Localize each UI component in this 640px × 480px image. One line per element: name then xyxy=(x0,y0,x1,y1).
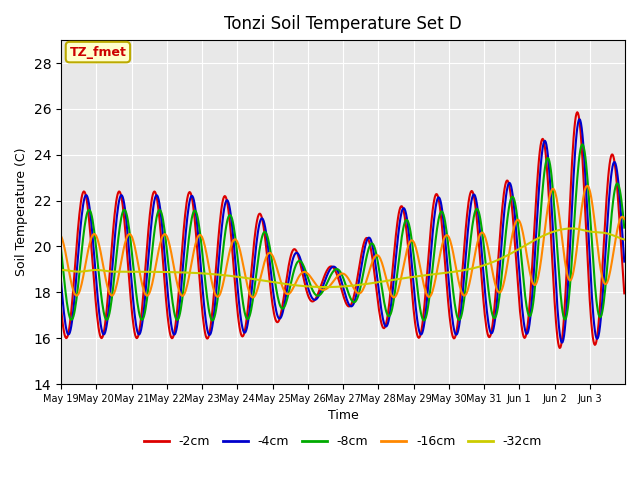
-32cm xyxy=(568,226,576,231)
X-axis label: Time: Time xyxy=(328,409,358,422)
Line: -8cm: -8cm xyxy=(61,144,624,321)
-32cm xyxy=(620,237,628,242)
-2cm xyxy=(124,251,131,256)
-32cm xyxy=(401,275,409,281)
Line: -32cm: -32cm xyxy=(61,228,624,287)
Line: -4cm: -4cm xyxy=(61,119,624,343)
-2cm xyxy=(433,191,440,197)
Y-axis label: Soil Temperature (C): Soil Temperature (C) xyxy=(15,148,28,276)
-4cm xyxy=(255,225,262,231)
-8cm xyxy=(433,226,441,232)
Line: -2cm: -2cm xyxy=(61,112,624,348)
-4cm xyxy=(57,278,65,284)
-4cm xyxy=(575,116,583,122)
-2cm xyxy=(401,214,408,220)
-2cm xyxy=(276,315,284,321)
-2cm xyxy=(620,290,628,296)
-16cm xyxy=(227,245,234,251)
-8cm xyxy=(579,142,586,147)
-4cm xyxy=(227,211,234,217)
-16cm xyxy=(620,216,628,222)
-2cm xyxy=(556,345,563,351)
-32cm xyxy=(276,280,284,286)
-32cm xyxy=(321,284,329,290)
-2cm xyxy=(57,305,65,311)
-2cm xyxy=(255,212,262,218)
Title: Tonzi Soil Temperature Set D: Tonzi Soil Temperature Set D xyxy=(224,15,462,33)
-4cm xyxy=(401,206,408,212)
-8cm xyxy=(420,318,428,324)
-8cm xyxy=(255,253,262,259)
-32cm xyxy=(433,271,441,277)
Legend: -2cm, -4cm, -8cm, -16cm, -32cm: -2cm, -4cm, -8cm, -16cm, -32cm xyxy=(139,431,547,454)
-8cm xyxy=(620,225,628,230)
-16cm xyxy=(255,280,263,286)
-4cm xyxy=(124,226,131,231)
-8cm xyxy=(401,220,408,226)
Line: -16cm: -16cm xyxy=(61,186,624,298)
-8cm xyxy=(227,213,234,218)
-8cm xyxy=(276,302,284,308)
-16cm xyxy=(57,233,65,239)
-8cm xyxy=(124,214,131,219)
-8cm xyxy=(57,246,65,252)
-2cm xyxy=(573,109,581,115)
-16cm xyxy=(401,254,409,260)
-32cm xyxy=(57,267,65,273)
-16cm xyxy=(433,268,441,274)
-4cm xyxy=(276,316,284,322)
-32cm xyxy=(227,273,234,279)
-32cm xyxy=(124,269,131,275)
-32cm xyxy=(255,277,262,283)
-4cm xyxy=(620,259,628,264)
-16cm xyxy=(249,295,257,300)
Text: TZ_fmet: TZ_fmet xyxy=(70,46,126,59)
-2cm xyxy=(227,228,234,234)
-16cm xyxy=(584,183,591,189)
-4cm xyxy=(433,201,440,206)
-16cm xyxy=(124,234,131,240)
-4cm xyxy=(558,340,566,346)
-16cm xyxy=(276,278,284,284)
